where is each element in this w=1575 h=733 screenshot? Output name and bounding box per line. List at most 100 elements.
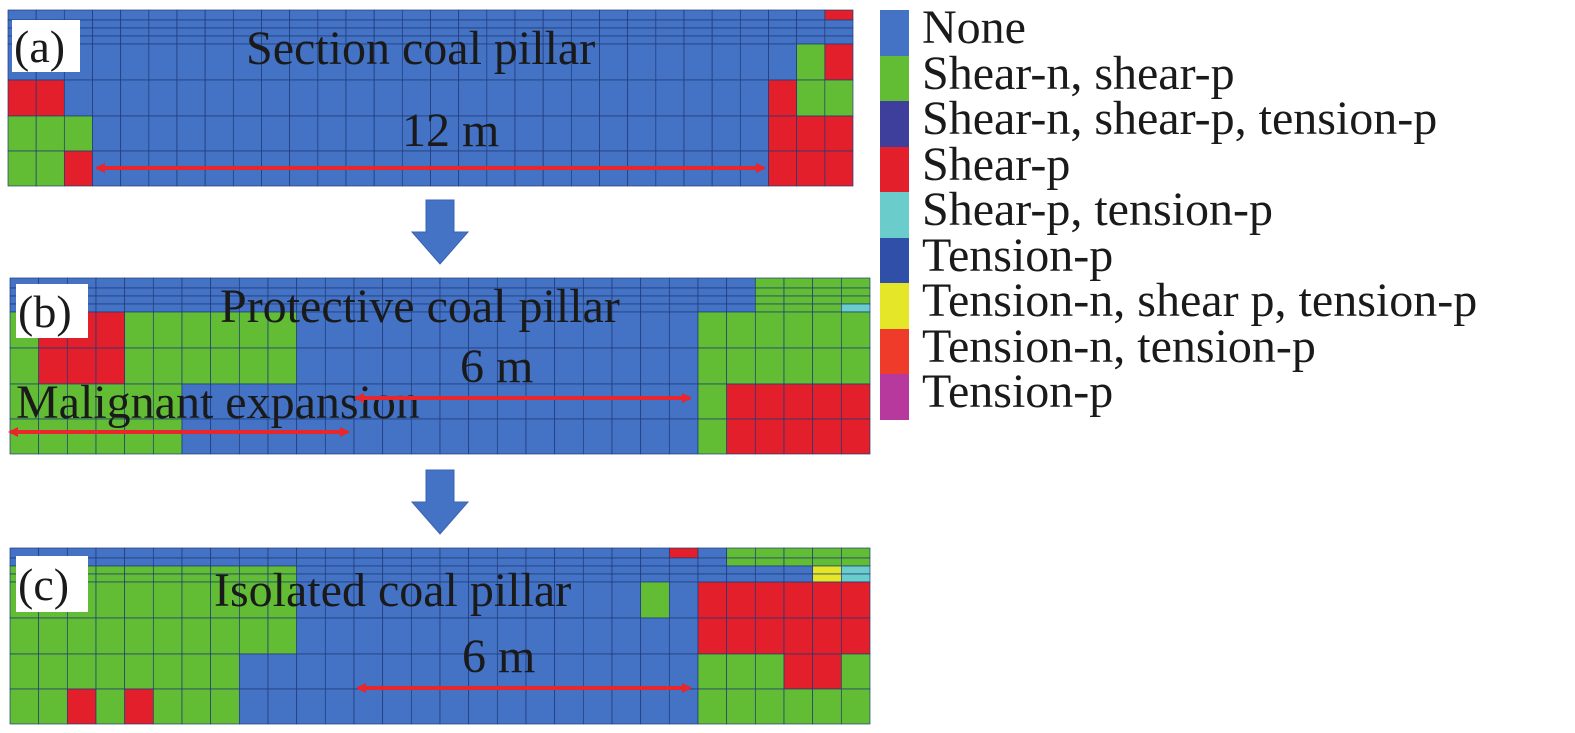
mesh-cell [611,418,642,455]
mesh-cell [754,383,785,420]
mesh-cell [35,9,65,21]
mesh-cell [124,347,154,385]
mesh-cell [582,581,613,619]
mesh-cell [627,27,657,37]
mesh-cell [267,688,298,725]
mesh-cell [668,581,699,619]
mesh-cell [599,43,629,81]
mesh-cell [317,9,347,21]
mesh-cell [627,19,657,29]
mesh-cell [611,617,642,655]
mesh-cell [458,115,488,152]
mesh-cell [210,547,240,559]
mesh-cell [824,115,854,152]
mesh-cell [152,653,183,690]
mesh-cell [35,79,65,117]
mesh-cell [152,573,183,583]
mesh-cell [176,27,206,37]
mesh-cell [232,115,262,152]
mesh-cell [152,565,183,575]
mesh-cell [796,79,826,117]
mesh-cell [726,688,756,725]
mesh-cell [401,79,431,117]
mesh-cell [582,653,613,690]
mesh-cell [525,547,556,559]
down-arrow-2 [410,469,470,535]
mesh-cell [796,115,826,152]
mesh-cell [317,115,347,152]
mesh-cell [38,617,68,655]
mesh-cell [38,347,68,385]
mesh-cell [754,287,785,297]
mesh-cell [525,418,556,455]
mesh-cell [726,557,756,567]
mesh-cell [627,79,657,117]
mesh-cell [95,295,126,305]
mesh-cell [627,115,657,152]
mesh-cell [120,9,150,21]
mesh-cell [92,43,122,81]
mesh-cell [232,43,262,81]
mesh-cell [176,19,206,29]
mesh-cell [95,573,126,583]
mesh-cell [176,9,206,21]
mesh-cell [668,295,699,305]
panel-c-width-label: 6 m [462,630,535,683]
mesh-cell [554,617,584,655]
mesh-cell [812,295,842,305]
mesh-cell [711,9,741,21]
mesh-cell [289,9,319,21]
mesh-cell [95,277,126,289]
mesh-cell [683,27,713,37]
mesh-cell [599,19,629,29]
mesh-cell [683,115,713,152]
mesh-cell [640,418,670,455]
malignant-expansion-label: Malignant expansion [16,376,420,429]
mesh-cell [353,547,384,559]
mesh-cell [176,35,206,45]
mesh-cell [410,617,441,655]
mesh-cell [496,581,527,619]
mesh-cell [152,287,183,297]
mesh-cell [640,565,670,575]
mesh-cell [739,19,769,29]
mesh-cell [261,9,291,21]
mesh-cell [655,43,685,81]
legend-swatch [880,374,909,420]
mesh-cell [525,688,556,725]
mesh-cell [267,617,298,655]
legend-label: Shear-n, shear-p, tension-p [922,92,1438,145]
mesh-cell [120,115,150,152]
mesh-cell [726,565,756,575]
mesh-cell [783,547,814,559]
mesh-cell [95,653,126,690]
mesh-cell [92,115,122,152]
mesh-cell [812,547,842,559]
mesh-cell [468,418,498,455]
mesh-cell [439,418,470,455]
mesh-cell [120,35,150,45]
mesh-cell [754,303,785,313]
panel-a-tag: (a) [14,21,65,72]
mesh-cell [840,383,871,420]
mesh-cell [726,581,756,619]
mesh-cell [783,418,814,455]
mesh-cell [726,617,756,655]
mesh-cell [668,617,699,655]
mesh-cell [238,617,269,655]
mesh-cell [768,115,798,152]
mesh-cell [768,19,798,29]
mesh-cell [210,581,240,619]
mesh-cell [468,547,498,559]
mesh-cell [739,9,769,21]
legend-swatch [880,10,909,56]
mesh-cell [726,653,756,690]
mesh-cell [296,653,326,690]
mesh-cell [38,383,68,420]
mesh-cell [345,115,375,152]
mesh-cell [640,311,670,349]
mesh-cell [120,19,150,29]
mesh-cell [726,347,756,385]
mesh-cell [697,547,728,559]
mesh-cell [840,688,871,725]
